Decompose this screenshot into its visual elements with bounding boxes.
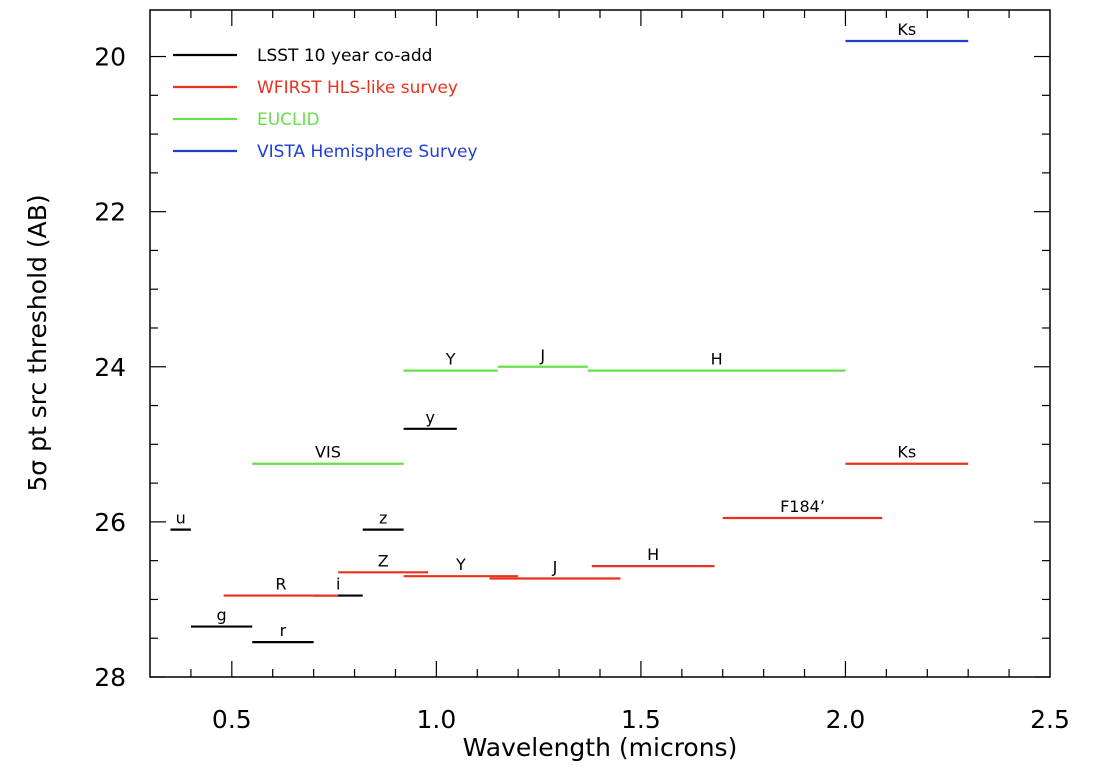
segment-label: H: [711, 350, 723, 369]
data-segments: [170, 39, 969, 644]
x-tick-label: 2.0: [826, 705, 866, 734]
legend-label: EUCLID: [257, 110, 320, 130]
segment-label: z: [379, 509, 387, 528]
tick-labels: 0.5 1.0 1.5 2.0 2.5 20 22 24 26 28: [94, 43, 1070, 734]
x-axis-title: Wavelength (microns): [463, 733, 738, 762]
legend-label: LSST 10 year co-add: [257, 46, 432, 66]
legend-label: VISTA Hemisphere Survey: [257, 142, 478, 162]
legend: LSST 10 year co-add WFIRST HLS-like surve…: [173, 46, 478, 162]
segment-label: i: [336, 575, 340, 594]
x-tick-label: 1.5: [621, 705, 661, 734]
segment-label: Ks: [897, 20, 916, 39]
y-axis-title: 5σ pt src threshold (AB): [23, 194, 52, 491]
segment-labels: u g r i z y R Z Y J H F184’ Ks VIS Y J H Ks: [176, 20, 917, 640]
x-tick-label: 0.5: [212, 705, 252, 734]
segment-label: F184’: [780, 497, 825, 516]
segment-label: H: [647, 545, 659, 564]
x-tick-label: 2.5: [1030, 705, 1070, 734]
segment-label: g: [217, 606, 227, 625]
y-tick-label: 24: [94, 353, 126, 382]
segment-label: Y: [455, 555, 466, 574]
segment-label: r: [280, 621, 287, 640]
y-tick-label: 28: [94, 663, 126, 692]
segment-label: u: [176, 509, 186, 528]
x-tick-label: 1.0: [416, 705, 456, 734]
y-tick-label: 26: [94, 508, 126, 537]
segment-label: J: [539, 346, 545, 365]
segment-label: y: [425, 408, 434, 427]
segment-label: Y: [445, 350, 456, 369]
segment-label: VIS: [315, 443, 341, 462]
y-tick-label: 22: [94, 198, 126, 227]
segment-label: J: [552, 558, 558, 577]
segment-label: Z: [378, 551, 389, 570]
segment-label: Ks: [897, 443, 916, 462]
legend-label: WFIRST HLS-like survey: [257, 78, 458, 98]
axis-ticks: [150, 10, 1050, 678]
segment-label: R: [275, 575, 286, 594]
y-tick-label: 20: [94, 43, 126, 72]
